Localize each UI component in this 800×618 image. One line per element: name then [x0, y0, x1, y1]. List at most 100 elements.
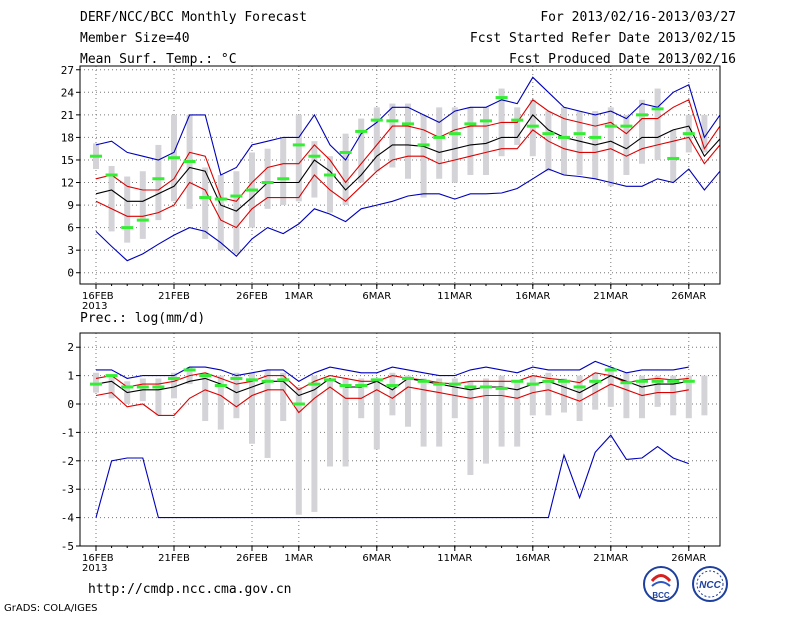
x-tick-label: 2013: [82, 301, 107, 312]
ensemble-range-bar: [280, 372, 287, 422]
ensemble-range-bar: [623, 372, 630, 419]
ensemble-range-bar: [264, 369, 271, 458]
ensemble-range-bar: [592, 372, 599, 410]
x-tick-label: 26MAR: [671, 553, 706, 564]
ensemble-range-bar: [498, 375, 505, 447]
y-tick-label: -3: [61, 483, 74, 496]
ensemble-range-bar: [249, 372, 255, 444]
ensemble-range-bar: [233, 372, 240, 419]
plot-frame: [79, 332, 721, 547]
ensemble-range-bar: [685, 375, 692, 419]
y-tick-label: 3: [67, 244, 74, 257]
series-line-mean-sd: [95, 129, 721, 229]
ensemble-range-bar: [576, 111, 583, 175]
x-tick-label: 16MAR: [515, 291, 550, 302]
panel-title-precip: Prec.: log(mm/d): [80, 311, 205, 326]
x-tick-label: 21MAR: [593, 291, 628, 302]
ensemble-range-bar: [670, 375, 677, 416]
ensemble-range-bar: [654, 88, 661, 160]
ensemble-range-bar: [108, 165, 115, 232]
y-tick-label: 1: [67, 370, 74, 383]
ensemble-range-bar: [467, 107, 474, 175]
x-tick-label: 6MAR: [362, 553, 391, 564]
y-tick-label: 24: [61, 86, 75, 99]
ensemble-range-bar: [467, 381, 474, 475]
x-tick-label: 26FEB: [236, 553, 268, 564]
forecast-produced-date: Fcst Produced Date 2013/02/16: [509, 52, 736, 67]
y-tick-label: -1: [61, 426, 74, 439]
ensemble-range-bar: [639, 99, 645, 164]
variable-label: Mean Surf. Temp.: °C: [80, 52, 237, 67]
ensemble-range-bar: [124, 176, 131, 243]
series-line-ensemble-upper: [95, 76, 721, 176]
x-tick-label: 1MAR: [284, 553, 313, 564]
forecast-period: For 2013/02/16-2013/03/27: [540, 10, 736, 25]
ensemble-range-bar: [389, 372, 396, 416]
x-tick-label: 11MAR: [437, 291, 472, 302]
y-tick-label: 9: [67, 199, 74, 212]
ncc-logo-text: NCC: [699, 580, 721, 591]
ensemble-range-bar: [420, 378, 427, 447]
ensemble-range-bar: [233, 171, 240, 254]
ensemble-range-bar: [217, 375, 224, 430]
ensemble-range-bar: [436, 378, 443, 447]
ensemble-range-bar: [327, 378, 333, 467]
footer-url[interactable]: http://cmdp.ncc.cma.gov.cn: [88, 582, 292, 597]
y-tick-label: 2: [67, 341, 74, 354]
ensemble-range-bar: [451, 107, 458, 183]
ensemble-range-bar: [295, 114, 302, 202]
chart-title: DERF/NCC/BCC Monthly Forecast: [80, 10, 307, 25]
x-tick-label: 16FEB: [82, 291, 114, 302]
series-line-ensemble-mean: [95, 114, 721, 212]
ensemble-range-bar: [171, 372, 177, 399]
ensemble-range-bar: [405, 375, 411, 427]
ensemble-range-bar: [545, 372, 552, 416]
ensemble-range-bar: [451, 378, 458, 419]
ensemble-range-bar: [311, 141, 318, 198]
header-right: For 2013/02/16-2013/03/27 Fcst Started R…: [470, 10, 736, 73]
ensemble-range-bar: [607, 367, 614, 407]
ensemble-range-bar: [607, 107, 614, 187]
y-tick-label: 0: [67, 398, 74, 411]
ensemble-range-bar: [358, 118, 365, 183]
y-tick-label: 21: [61, 109, 74, 122]
ensemble-range-bar: [389, 103, 396, 168]
ensemble-range-bar: [576, 375, 583, 422]
x-tick-label: 1MAR: [284, 291, 313, 302]
ensemble-range-bar: [514, 381, 521, 447]
ensemble-range-bar: [155, 378, 162, 416]
ensemble-range-bar: [514, 107, 521, 145]
x-tick-label: 26MAR: [671, 291, 706, 302]
forecast-start-date: Fcst Started Refer Date 2013/02/15: [469, 31, 736, 46]
ensemble-range-bar: [327, 156, 333, 213]
ensemble-range-bar: [280, 137, 287, 206]
ensemble-range-bar: [264, 148, 271, 209]
y-tick-label: 12: [61, 177, 74, 190]
bcc-logo-text: BCC: [652, 591, 670, 600]
ensemble-range-bar: [342, 378, 349, 467]
y-tick-label: 15: [61, 154, 74, 167]
y-tick-label: -4: [61, 512, 75, 525]
x-tick-label: 6MAR: [362, 291, 391, 302]
y-tick-label: -2: [61, 455, 74, 468]
x-tick-label: 21MAR: [593, 553, 628, 564]
ensemble-range-bar: [108, 375, 115, 399]
series-line-mean-sd: [95, 383, 689, 416]
ensemble-range-bar: [561, 107, 567, 175]
ensemble-range-bar: [639, 375, 645, 419]
ensemble-range-bar: [202, 372, 209, 422]
ensemble-range-bar: [483, 378, 489, 464]
series-line-mean-sd: [95, 372, 689, 391]
series-line-ensemble-max: [96, 360, 689, 382]
ensemble-range-bar: [202, 167, 209, 239]
bcc-logo: BCC: [643, 566, 679, 602]
ensemble-range-bar: [311, 375, 318, 512]
ensemble-range-bar: [623, 114, 630, 175]
plot-frame: [79, 65, 721, 285]
ensemble-range-bar: [483, 107, 489, 175]
ensemble-range-bar: [217, 175, 224, 251]
ensemble-range-bar: [670, 129, 677, 183]
